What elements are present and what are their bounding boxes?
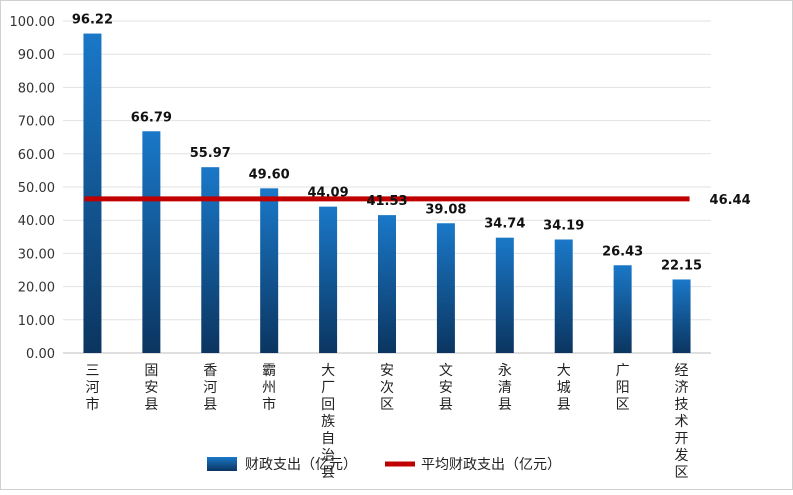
y-tick-label: 0.00 [26, 347, 55, 362]
bar [672, 279, 691, 353]
value-labels: 96.22 66.79 55.97 49.60 44.09 41.53 39.08 34.74… [72, 13, 702, 274]
bar [319, 206, 338, 353]
category-label: 三河市 [85, 363, 99, 413]
average-value-label: 46.44 [710, 193, 751, 208]
bar-value-label: 41.53 [366, 194, 407, 209]
y-tick-label: 30.00 [18, 247, 55, 262]
y-tick-label: 80.00 [18, 81, 55, 96]
y-tick-label: 90.00 [18, 48, 55, 63]
bar-value-label: 39.08 [425, 202, 466, 217]
bar [260, 188, 279, 353]
bar-value-label: 66.79 [131, 110, 172, 125]
bar [201, 167, 220, 353]
bar-value-label: 26.43 [602, 244, 643, 259]
bar-value-label: 22.15 [661, 258, 702, 273]
legend-bar-label: 财政支出（亿元） [245, 457, 357, 473]
y-tick-label: 10.00 [18, 314, 55, 329]
legend-bar-swatch [207, 457, 237, 471]
category-label: 香河县 [203, 363, 217, 413]
bar [554, 239, 573, 353]
bars [83, 33, 691, 354]
bar [436, 223, 455, 353]
bar [142, 131, 161, 353]
y-tick-label: 40.00 [18, 214, 55, 229]
category-label: 永清县 [498, 363, 512, 413]
legend: 财政支出（亿元） 平均财政支出（亿元） [207, 457, 561, 473]
bar [613, 265, 632, 353]
average-line-group: 46.44 [84, 193, 751, 208]
y-tick-label: 70.00 [18, 115, 55, 130]
legend-line-label: 平均财政支出（亿元） [421, 457, 561, 473]
bar-value-label: 44.09 [308, 186, 349, 201]
category-label: 固安县 [144, 363, 158, 413]
bar [378, 215, 396, 353]
bar-value-label: 49.60 [249, 167, 290, 182]
y-tick-label: 60.00 [18, 148, 55, 163]
bar-value-label: 34.19 [543, 218, 584, 233]
category-label: 大城县 [557, 363, 571, 413]
bar-value-label: 34.74 [484, 217, 525, 232]
bar-value-label: 96.22 [72, 13, 113, 28]
y-axis-ticks: 0.00 10.00 20.00 30.00 40.00 50.00 60.00 70.00 8… [10, 15, 56, 362]
category-label: 霸州市 [262, 363, 276, 413]
y-tick-label: 20.00 [18, 281, 55, 296]
bar [495, 237, 514, 353]
bar-value-label: 55.97 [190, 146, 231, 161]
category-label: 安次区 [380, 363, 394, 413]
y-tick-label: 50.00 [18, 181, 55, 196]
y-tick-label: 100.00 [10, 15, 56, 30]
category-label: 文安县 [439, 363, 453, 413]
category-label: 广阳区 [616, 363, 630, 413]
bar [83, 33, 102, 354]
category-label: 大厂回族自治县 [321, 363, 335, 481]
x-axis-categories: 三河市 固安县 香河县 霸州市 大厂回族自治县 安次区 文安县 永清县 大城县 广阳区 经济技术开发… [85, 363, 688, 481]
category-label: 经济技术开发区 [675, 363, 689, 481]
